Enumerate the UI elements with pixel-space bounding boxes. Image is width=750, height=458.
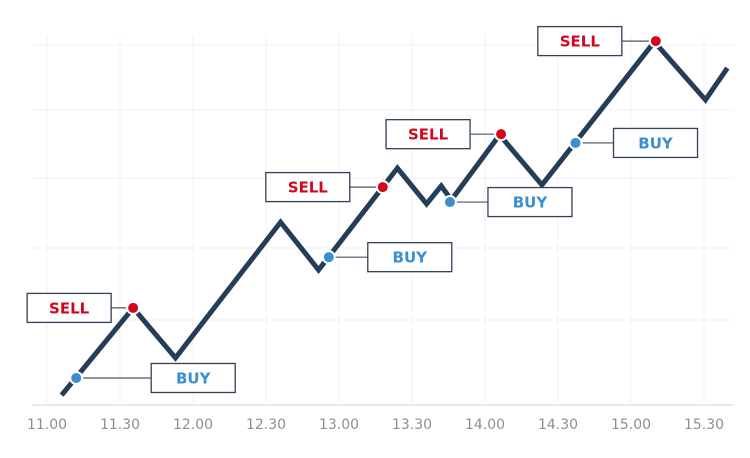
label-box (150, 362, 236, 394)
signal-label: BUY (393, 249, 429, 267)
signal-label: SELL (408, 126, 449, 144)
label-box (26, 292, 112, 324)
signal-label: BUY (638, 134, 674, 152)
signal-label: SELL (288, 179, 329, 197)
signal-point (126, 300, 141, 315)
label-box (367, 242, 453, 273)
x-tick-label: 12.00 (173, 417, 213, 433)
signal-point (648, 34, 663, 49)
label-box (385, 119, 471, 150)
label-box (537, 25, 623, 57)
signal-point (494, 127, 509, 142)
signal-label: BUY (513, 194, 549, 212)
x-tick-label: 12.30 (246, 417, 286, 433)
signal-point (321, 250, 336, 265)
x-tick-label: 15.00 (611, 417, 651, 433)
signal-point (375, 180, 390, 195)
price-line (59, 37, 730, 397)
x-tick-label: 13.00 (319, 417, 359, 433)
x-tick-label: 13.30 (392, 417, 432, 433)
signal-point (442, 195, 457, 210)
x-tick-label: 14.30 (538, 417, 578, 433)
signal-label: SELL (560, 33, 601, 51)
x-tick-label: 15.30 (684, 417, 724, 433)
x-tick-label: 14.00 (465, 417, 505, 433)
label-box (612, 127, 699, 159)
x-tick-label: 11.00 (27, 417, 67, 433)
label-box (487, 186, 573, 218)
signal-point (568, 135, 583, 150)
signal-point (69, 370, 84, 385)
signal-label: SELL (49, 299, 90, 317)
signal-label: BUY (176, 369, 212, 387)
x-tick-label: 11.30 (100, 417, 140, 433)
label-box (265, 171, 351, 203)
